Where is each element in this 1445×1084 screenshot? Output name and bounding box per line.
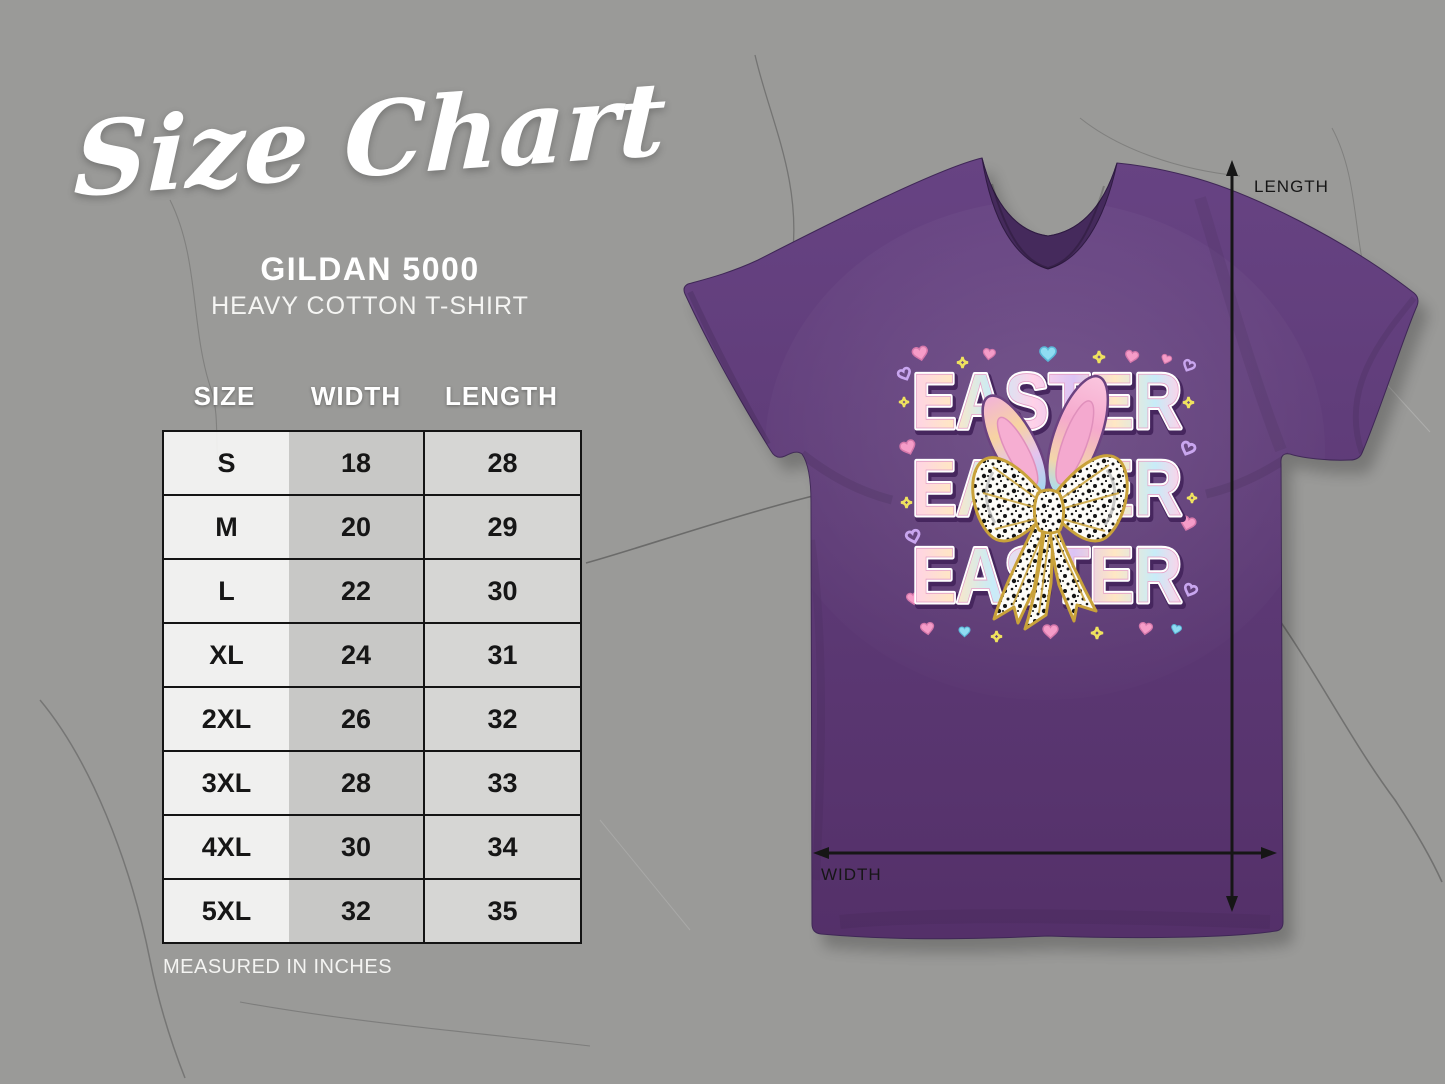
length-cell: 29 [425, 496, 580, 558]
table-row: XL 24 31 [164, 624, 580, 688]
length-cell: 32 [425, 688, 580, 750]
easter-design: EASTER EASTER EASTER EASTER EASTER EASTE… [895, 344, 1200, 644]
product-subtitle: HEAVY COTTON T-SHIRT [211, 292, 529, 320]
table-row: M 20 29 [164, 496, 580, 560]
width-cell: 18 [289, 432, 425, 494]
width-arrow [813, 847, 1277, 859]
length-label: LENGTH [1254, 177, 1329, 196]
tshirt-mockup: EASTER EASTER EASTER EASTER EASTER EASTE… [683, 157, 1428, 953]
crack-line [1264, 599, 1443, 883]
length-cell: 28 [425, 432, 580, 494]
table-row: 3XL 28 33 [164, 752, 580, 816]
size-cell: XL [164, 624, 289, 686]
units-note: MEASURED IN INCHES [163, 956, 393, 978]
length-cell: 31 [425, 624, 580, 686]
size-cell: 4XL [164, 816, 289, 878]
width-cell: 24 [289, 624, 425, 686]
scratch-line [599, 819, 691, 931]
width-cell: 26 [289, 688, 425, 750]
crack-line [239, 1001, 591, 1047]
crack-line [1079, 117, 1241, 177]
table-row: 5XL 32 35 [164, 880, 580, 942]
size-cell: S [164, 432, 289, 494]
table-row: 2XL 26 32 [164, 688, 580, 752]
column-header-size: SIZE [193, 381, 256, 411]
width-cell: 28 [289, 752, 425, 814]
crack-line [39, 699, 186, 1079]
collar-seam [991, 183, 1105, 270]
length-arrow [1226, 160, 1238, 912]
design-text-shadow: EASTER [914, 360, 1184, 448]
length-cell: 35 [425, 880, 580, 942]
width-cell: 30 [289, 816, 425, 878]
width-label: WIDTH [821, 865, 882, 884]
table-row: 4XL 30 34 [164, 816, 580, 880]
product-name: GILDAN 5000 [260, 251, 480, 287]
dalmatian-bow-icon [971, 454, 1129, 631]
size-cell: 2XL [164, 688, 289, 750]
size-cell: 5XL [164, 880, 289, 942]
arrowhead-up-icon [1226, 160, 1238, 176]
arrowhead-left-icon [813, 847, 829, 859]
column-header-width: WIDTH [310, 381, 402, 411]
length-cell: 33 [425, 752, 580, 814]
size-cell: M [164, 496, 289, 558]
column-header-length: LENGTH [445, 381, 558, 411]
arrowhead-right-icon [1261, 847, 1277, 859]
length-cell: 30 [425, 560, 580, 622]
size-cell: 3XL [164, 752, 289, 814]
design-text-outline: EASTER [912, 357, 1182, 445]
width-cell: 22 [289, 560, 425, 622]
table-column-headers: SIZE WIDTH LENGTH [162, 381, 578, 412]
design-text-row-1: EASTER EASTER EASTER [910, 355, 1189, 453]
tshirt-shading [687, 196, 1417, 929]
design-text: EASTER [912, 357, 1182, 445]
size-chart-table: S 18 28 M 20 29 L 22 30 XL 24 31 2XL 26 … [162, 430, 582, 944]
width-cell: 32 [289, 880, 425, 942]
collar-neckband [981, 157, 1118, 270]
table-row: S 18 28 [164, 432, 580, 496]
arrowhead-down-icon [1226, 896, 1238, 912]
table-row: L 22 30 [164, 560, 580, 624]
size-cell: L [164, 560, 289, 622]
length-cell: 34 [425, 816, 580, 878]
width-cell: 20 [289, 496, 425, 558]
